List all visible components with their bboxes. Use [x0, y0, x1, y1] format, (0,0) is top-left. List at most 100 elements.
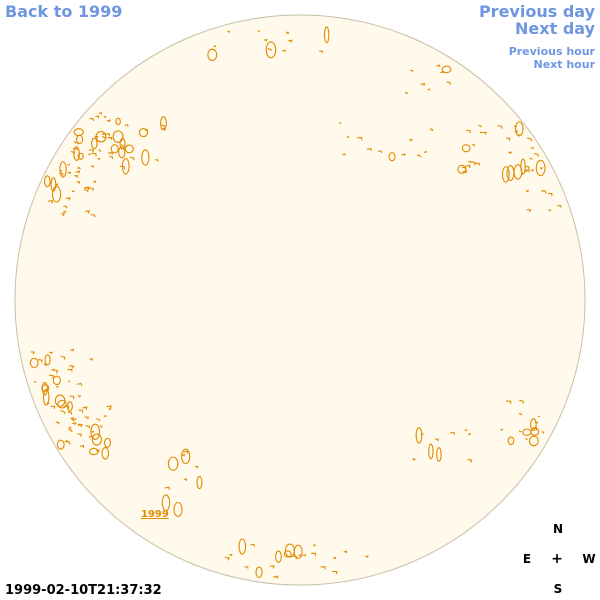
- contour-mark: [77, 433, 82, 437]
- compass-north-label: N: [552, 522, 564, 536]
- contour-mark: [88, 149, 94, 153]
- contour-mark: [103, 116, 107, 118]
- contour-mark: [440, 71, 444, 74]
- contour-mark: [196, 475, 203, 490]
- contour-mark: [84, 187, 90, 191]
- contour-mark: [67, 401, 73, 412]
- contour-mark: [467, 459, 473, 463]
- next-hour-link[interactable]: Next hour: [533, 58, 596, 71]
- contour-mark: [250, 544, 255, 547]
- contour-mark: [67, 163, 71, 166]
- contour-mark: [161, 124, 166, 128]
- contour-mark: [541, 190, 547, 194]
- contour-mark: [311, 552, 317, 556]
- contour-mark: [420, 83, 426, 87]
- contour-mark: [255, 566, 263, 578]
- contour-mark: [506, 137, 511, 141]
- contour-mark: [282, 49, 286, 53]
- contour-mark: [273, 575, 279, 579]
- contour-mark: [181, 453, 186, 457]
- contour-mark: [346, 136, 350, 139]
- contour-mark: [530, 168, 535, 172]
- previous-hour-link[interactable]: Previous hour: [508, 45, 595, 58]
- contour-mark: [73, 128, 84, 137]
- contour-mark: [530, 147, 535, 150]
- contour-mark: [229, 553, 233, 557]
- contour-mark: [506, 165, 515, 182]
- compass-east-label: E: [522, 552, 532, 566]
- contour-mark: [465, 129, 471, 134]
- contour-mark: [267, 48, 272, 52]
- contour-mark: [468, 160, 472, 163]
- next-day-link[interactable]: Next day: [515, 19, 595, 38]
- contour-mark: [338, 122, 342, 124]
- previous-day-link[interactable]: Previous day: [478, 2, 595, 21]
- contour-mark: [283, 550, 292, 558]
- contour-mark: [99, 425, 103, 429]
- contour-mark: [533, 153, 539, 157]
- contour-mark: [67, 171, 71, 174]
- contour-mark: [275, 550, 282, 563]
- contour-mark: [332, 556, 337, 560]
- contour-mark: [408, 138, 413, 142]
- contour-mark: [89, 118, 95, 122]
- contour-mark: [120, 165, 125, 170]
- contour-mark: [76, 181, 81, 184]
- contour-mark: [470, 161, 476, 166]
- contour-mark: [548, 192, 553, 196]
- contour-mark: [70, 348, 75, 352]
- contour-mark: [519, 399, 524, 404]
- back-to-year-link[interactable]: Back to 1999: [5, 2, 123, 21]
- contour-mark: [109, 155, 114, 160]
- contour-mark: [508, 151, 513, 155]
- contour-mark: [37, 359, 43, 363]
- contour-mark: [49, 351, 53, 355]
- contour-mark: [154, 159, 159, 162]
- contour-mark: [91, 152, 97, 157]
- contour-mark: [194, 465, 199, 469]
- contour-mark: [224, 556, 230, 561]
- contour-mark: [120, 144, 125, 147]
- contour-mark: [446, 81, 451, 85]
- contour-mark: [108, 408, 112, 411]
- contour-mark: [74, 175, 79, 179]
- contour-mark: [449, 431, 456, 435]
- year-marker-link[interactable]: 1999: [141, 509, 169, 520]
- contour-mark: [535, 159, 546, 177]
- contour-mark: [138, 128, 149, 138]
- contour-mark: [82, 406, 88, 410]
- contour-mark: [464, 429, 468, 432]
- contour-mark: [33, 381, 37, 383]
- contour-mark: [525, 189, 530, 193]
- contour-mark: [70, 151, 75, 155]
- contour-mark: [67, 380, 71, 383]
- contour-mark: [48, 374, 55, 379]
- contour-mark: [409, 69, 414, 73]
- contour-mark: [65, 440, 69, 443]
- contour-mark: [312, 544, 316, 547]
- contour-mark: [60, 213, 65, 217]
- contour-mark: [67, 411, 73, 415]
- contour-mark: [112, 130, 124, 143]
- active-region-contours: [29, 26, 562, 579]
- contour-mark: [110, 144, 119, 154]
- contour-mark: [183, 450, 189, 454]
- contour-mark: [269, 565, 275, 569]
- contour-mark: [129, 156, 135, 161]
- contour-mark: [183, 478, 188, 481]
- contour-mark: [71, 190, 76, 193]
- contour-mark: [90, 165, 95, 168]
- contour-mark: [41, 381, 48, 396]
- contour-mark: [93, 180, 97, 183]
- contour-mark: [106, 119, 112, 123]
- contour-mark: [119, 137, 126, 150]
- contour-mark: [526, 209, 532, 213]
- contour-mark: [51, 368, 55, 371]
- contour-mark: [76, 167, 81, 170]
- contour-mark: [87, 153, 91, 156]
- contour-mark: [51, 185, 62, 203]
- contour-mark: [64, 441, 71, 445]
- contour-mark: [144, 128, 149, 132]
- contour-mark: [423, 150, 427, 154]
- contour-mark: [343, 550, 348, 554]
